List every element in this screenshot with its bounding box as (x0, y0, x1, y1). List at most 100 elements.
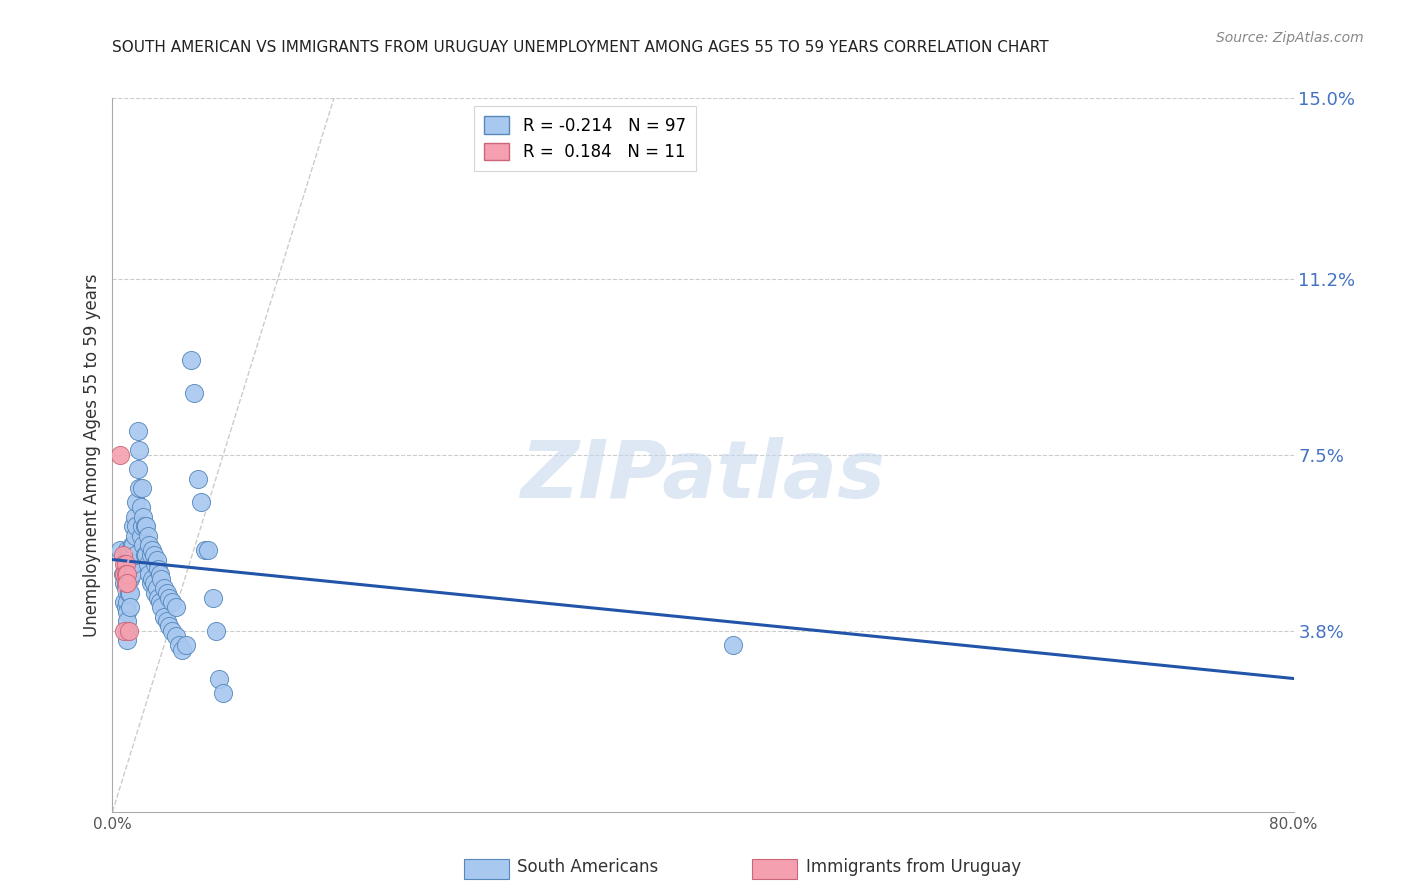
Point (167, 638, 190, 652)
Point (114, 558, 136, 572)
Point (149, 566, 172, 581)
Text: South Americans: South Americans (517, 858, 658, 876)
Point (135, 548, 157, 562)
Point (111, 548, 134, 562)
Point (143, 586, 166, 600)
Point (108, 543, 131, 558)
Y-axis label: Unemployment Among Ages 55 to 59 years: Unemployment Among Ages 55 to 59 years (83, 273, 101, 637)
Point (143, 558, 166, 572)
Point (117, 566, 138, 581)
Point (117, 543, 138, 558)
Point (194, 543, 217, 558)
Point (146, 552, 169, 566)
Point (121, 552, 143, 566)
Point (165, 600, 187, 615)
Point (121, 538, 143, 552)
Point (136, 558, 159, 572)
Point (112, 624, 135, 638)
Point (120, 558, 142, 572)
Point (118, 624, 141, 638)
Point (136, 529, 159, 543)
Point (112, 566, 135, 581)
Point (197, 543, 219, 558)
Point (117, 576, 138, 591)
Point (150, 600, 173, 615)
Point (129, 529, 152, 543)
Point (117, 576, 138, 591)
Point (150, 572, 173, 586)
Point (205, 624, 228, 638)
Point (174, 638, 197, 652)
Point (134, 519, 156, 533)
Point (118, 562, 141, 576)
Point (142, 576, 165, 591)
Point (120, 600, 142, 615)
Point (132, 538, 155, 552)
Point (118, 548, 141, 562)
Point (114, 600, 136, 615)
Point (120, 543, 142, 558)
Point (156, 615, 179, 629)
Point (117, 615, 138, 629)
Point (117, 566, 138, 581)
Point (160, 624, 183, 638)
Point (112, 558, 135, 572)
Point (170, 643, 193, 657)
Point (122, 538, 145, 552)
Point (180, 352, 202, 367)
Point (142, 548, 165, 562)
Point (122, 558, 145, 572)
Point (129, 500, 152, 515)
Point (141, 572, 163, 586)
Point (165, 629, 187, 643)
Point (131, 481, 153, 495)
Point (117, 605, 138, 619)
Point (153, 609, 176, 624)
Point (114, 566, 136, 581)
Text: ZIPatlas: ZIPatlas (520, 437, 886, 516)
Point (183, 386, 205, 401)
Point (160, 595, 183, 609)
Point (124, 509, 146, 524)
Point (134, 548, 156, 562)
Point (118, 586, 141, 600)
Point (117, 624, 138, 638)
Point (114, 581, 136, 595)
Point (157, 591, 180, 605)
Point (187, 472, 209, 486)
Point (138, 566, 160, 581)
Point (108, 448, 131, 462)
Point (139, 576, 162, 591)
Point (121, 566, 143, 581)
Legend: R = -0.214   N = 97, R =  0.184   N = 11: R = -0.214 N = 97, R = 0.184 N = 11 (474, 106, 696, 171)
Point (141, 543, 163, 558)
Point (114, 576, 136, 591)
Point (131, 519, 153, 533)
Point (146, 581, 169, 595)
Point (127, 462, 149, 476)
Point (157, 619, 180, 633)
Point (124, 529, 146, 543)
Point (125, 519, 148, 533)
Point (138, 538, 160, 552)
Point (128, 443, 150, 458)
Point (112, 595, 135, 609)
Point (190, 495, 212, 509)
Point (124, 548, 146, 562)
Point (112, 576, 135, 591)
Point (117, 558, 138, 572)
Point (208, 672, 231, 686)
Point (153, 581, 176, 595)
Text: Immigrants from Uruguay: Immigrants from Uruguay (806, 858, 1021, 876)
Point (117, 595, 138, 609)
Point (118, 572, 141, 586)
Point (125, 495, 148, 509)
Point (148, 562, 170, 576)
Point (114, 552, 136, 566)
Point (127, 424, 149, 438)
Point (148, 591, 170, 605)
Point (122, 519, 145, 533)
Point (120, 586, 142, 600)
Point (114, 566, 136, 581)
Text: SOUTH AMERICAN VS IMMIGRANTS FROM URUGUAY UNEMPLOYMENT AMONG AGES 55 TO 59 YEARS: SOUTH AMERICAN VS IMMIGRANTS FROM URUGUA… (112, 40, 1049, 55)
